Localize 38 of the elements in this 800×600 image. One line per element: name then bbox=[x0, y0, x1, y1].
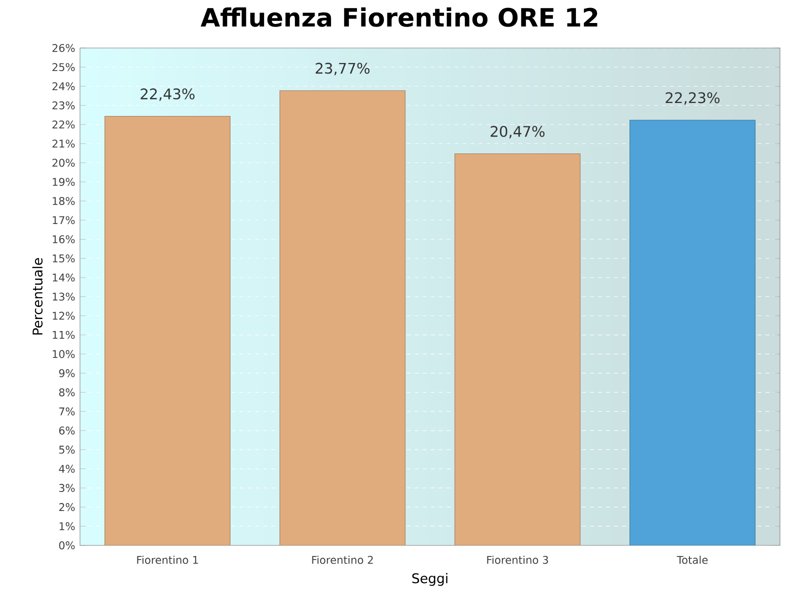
y-tick-label: 11% bbox=[52, 330, 75, 339]
y-tick-label: 3% bbox=[59, 484, 75, 492]
y-tick-label: 26% bbox=[52, 44, 75, 52]
y-tick-label: 18% bbox=[52, 196, 75, 206]
y-tick-label: 19% bbox=[52, 178, 75, 186]
y-tick-label: 23% bbox=[52, 101, 75, 110]
y-tick-label: 20% bbox=[52, 158, 75, 167]
data-label: 20,47% bbox=[490, 126, 545, 138]
x-tick-label: Fiorentino 1 bbox=[137, 556, 198, 564]
x-axis-title: Seggi bbox=[412, 573, 448, 586]
y-tick-label: 15% bbox=[52, 254, 75, 262]
y-tick-label: 25% bbox=[52, 63, 75, 72]
y-tick-label: 6% bbox=[59, 426, 75, 435]
y-tick-label: 13% bbox=[52, 292, 75, 301]
x-tick-label: Fiorentino 3 bbox=[487, 556, 548, 564]
y-tick-label: 22% bbox=[52, 120, 75, 129]
y-tick-label: 8% bbox=[59, 388, 75, 396]
y-tick-label: 5% bbox=[59, 446, 75, 454]
chart-title: Affluenza Fiorentino ORE 12 bbox=[200, 7, 598, 27]
data-label: 22,43% bbox=[140, 88, 195, 101]
y-tick-label: 2% bbox=[59, 503, 75, 512]
y-tick-label: 14% bbox=[52, 274, 75, 282]
y-tick-label: 24% bbox=[52, 82, 75, 90]
y-tick-label: 0% bbox=[59, 541, 75, 550]
y-tick-label: 10% bbox=[52, 350, 75, 358]
y-tick-label: 16% bbox=[52, 235, 75, 244]
x-tick-label: Fiorentino 2 bbox=[312, 556, 373, 564]
y-tick-label: 4% bbox=[58, 464, 75, 473]
y-axis-title: Percentuale bbox=[32, 258, 43, 335]
y-tick-label: 7% bbox=[59, 407, 75, 416]
y-tick-label: 12% bbox=[52, 312, 75, 320]
data-label: 23,77% bbox=[316, 62, 370, 76]
x-tick-label: Totale bbox=[676, 556, 708, 564]
y-tick-label: 9% bbox=[59, 369, 75, 378]
data-label: 22,23% bbox=[666, 92, 720, 105]
y-tick-label: 21% bbox=[52, 140, 75, 148]
y-tick-label: 17% bbox=[52, 216, 75, 224]
y-tick-label: 1% bbox=[60, 522, 75, 530]
